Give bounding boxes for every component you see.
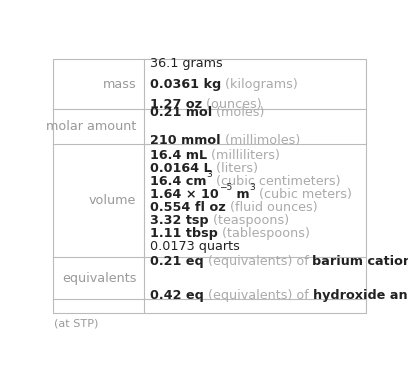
Text: (ounces): (ounces) <box>202 98 262 111</box>
Text: (moles): (moles) <box>212 106 265 119</box>
Text: 210 mmol: 210 mmol <box>150 135 221 147</box>
Text: (cubic meters): (cubic meters) <box>255 188 352 201</box>
Text: hydroxide anion: hydroxide anion <box>313 289 408 302</box>
Text: 0.0164 L: 0.0164 L <box>150 162 212 175</box>
Text: (kilograms): (kilograms) <box>221 77 298 91</box>
Text: (cubic centimeters): (cubic centimeters) <box>212 175 341 188</box>
Text: 0.554 fl oz: 0.554 fl oz <box>150 201 226 214</box>
Text: barium cation: barium cation <box>313 255 408 268</box>
Text: (teaspoons): (teaspoons) <box>208 214 289 227</box>
Text: 0.42 eq: 0.42 eq <box>150 289 204 302</box>
Text: 1.27 oz: 1.27 oz <box>150 98 202 111</box>
Text: equivalents: equivalents <box>62 272 136 285</box>
Text: (at STP): (at STP) <box>54 318 99 328</box>
Text: mass: mass <box>103 77 136 91</box>
Text: (equivalents) of: (equivalents) of <box>204 255 313 268</box>
Text: 36.1 grams: 36.1 grams <box>150 57 223 70</box>
Text: 1.11 tbsp: 1.11 tbsp <box>150 227 218 240</box>
Text: (liters): (liters) <box>212 162 258 175</box>
Text: molar amount: molar amount <box>46 121 136 133</box>
Text: 16.4 mL: 16.4 mL <box>150 149 207 162</box>
Text: 0.0173 quarts: 0.0173 quarts <box>150 240 240 253</box>
Text: m: m <box>232 188 250 201</box>
Text: 3: 3 <box>206 170 212 179</box>
Text: (tablespoons): (tablespoons) <box>218 227 310 240</box>
Text: −5: −5 <box>219 183 232 192</box>
Text: (milliliters): (milliliters) <box>207 149 280 162</box>
Text: 0.0361 kg: 0.0361 kg <box>150 77 221 91</box>
Text: 0.21 mol: 0.21 mol <box>150 106 212 119</box>
Text: 0.21 eq: 0.21 eq <box>150 255 204 268</box>
Text: 1.64 × 10: 1.64 × 10 <box>150 188 219 201</box>
Text: 3.32 tsp: 3.32 tsp <box>150 214 208 227</box>
Bar <box>53 59 366 313</box>
Text: (equivalents) of: (equivalents) of <box>204 289 313 302</box>
Text: volume: volume <box>89 194 136 207</box>
Text: 3: 3 <box>250 183 255 192</box>
Text: 16.4 cm: 16.4 cm <box>150 175 206 188</box>
Text: (millimoles): (millimoles) <box>221 135 300 147</box>
Text: (fluid ounces): (fluid ounces) <box>226 201 317 214</box>
